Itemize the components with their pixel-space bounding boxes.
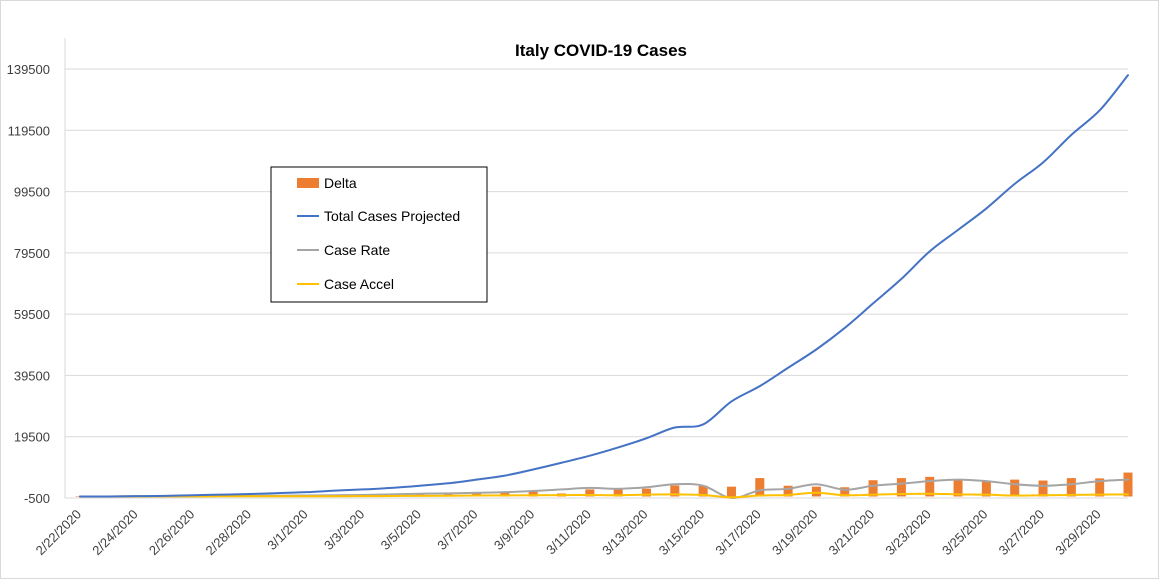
x-tick-label: 2/28/2020 [203, 507, 255, 559]
chart-title: Italy COVID-19 Cases [515, 41, 687, 60]
series-lines [79, 74, 1129, 500]
x-tick-label: 3/25/2020 [939, 507, 991, 559]
delta-bar [1010, 479, 1020, 497]
x-tick-label: 3/15/2020 [656, 507, 708, 559]
x-tick-label: 3/23/2020 [882, 507, 934, 559]
legend-label-delta: Delta [324, 175, 357, 191]
y-tick-label: -500 [24, 491, 50, 506]
gridlines [65, 68, 1128, 499]
x-tick-label: 3/27/2020 [996, 507, 1048, 559]
delta-bars [75, 472, 1133, 497]
x-tick-label: 3/11/2020 [543, 507, 594, 558]
x-tick-label: 3/21/2020 [826, 507, 878, 559]
series-line-total-cases-projected [79, 74, 1129, 498]
delta-bar [1095, 478, 1105, 497]
y-tick-label: 99500 [14, 185, 50, 200]
y-tick-label: 139500 [7, 62, 50, 77]
x-tick-label: 3/3/2020 [321, 507, 367, 553]
x-tick-label: 3/19/2020 [769, 507, 821, 559]
legend-label-accel: Case Accel [324, 276, 394, 292]
x-tick-label: 2/24/2020 [89, 507, 141, 559]
legend-box [270, 166, 488, 303]
y-tick-label: 59500 [14, 307, 50, 322]
x-tick-label: 3/29/2020 [1052, 507, 1104, 559]
delta-bar [811, 486, 821, 497]
delta-bar [585, 489, 595, 497]
x-tick-label: 3/7/2020 [434, 507, 480, 553]
delta-bar [528, 490, 538, 497]
delta-bar [925, 476, 935, 497]
y-axis: -500 19500 39500 59500 79500 99500 119500 13950… [7, 38, 66, 506]
delta-bar [981, 481, 991, 497]
delta-bar [896, 478, 906, 497]
delta-bar [500, 491, 510, 497]
legend-label-rate: Case Rate [324, 242, 390, 258]
delta-bar [613, 488, 623, 497]
y-tick-label: 119500 [8, 123, 50, 138]
delta-bar [783, 485, 793, 497]
legend: Delta Total Cases Projected Case Rate Ca… [270, 166, 488, 303]
delta-bar [868, 480, 878, 497]
x-axis: 2/22/2020 2/24/2020 2/26/2020 2/28/2020 3/1/… [33, 507, 1104, 559]
delta-bar [670, 485, 680, 497]
delta-bar [698, 485, 708, 497]
series-line-case-accel [79, 491, 1129, 499]
x-tick-label: 3/9/2020 [491, 507, 537, 553]
y-tick-label: 39500 [14, 368, 50, 383]
x-tick-label: 3/1/2020 [264, 507, 310, 553]
delta-bar [726, 486, 736, 497]
delta-bar [641, 488, 651, 497]
y-tick-label: 79500 [14, 246, 50, 261]
delta-bar [953, 479, 963, 497]
y-tick-label: 19500 [14, 430, 50, 445]
x-tick-label: 2/26/2020 [146, 507, 198, 559]
delta-bar [840, 487, 850, 497]
delta-bar [755, 478, 765, 497]
legend-swatch-delta [297, 178, 319, 188]
delta-bar [1123, 472, 1133, 497]
delta-bar [1066, 478, 1076, 497]
legend-label-total: Total Cases Projected [324, 208, 460, 224]
x-tick-label: 2/22/2020 [33, 507, 85, 559]
x-tick-label: 3/5/2020 [378, 507, 424, 553]
x-tick-label: 3/17/2020 [712, 507, 764, 559]
x-tick-label: 3/13/2020 [599, 507, 651, 559]
delta-bar [1038, 480, 1048, 497]
